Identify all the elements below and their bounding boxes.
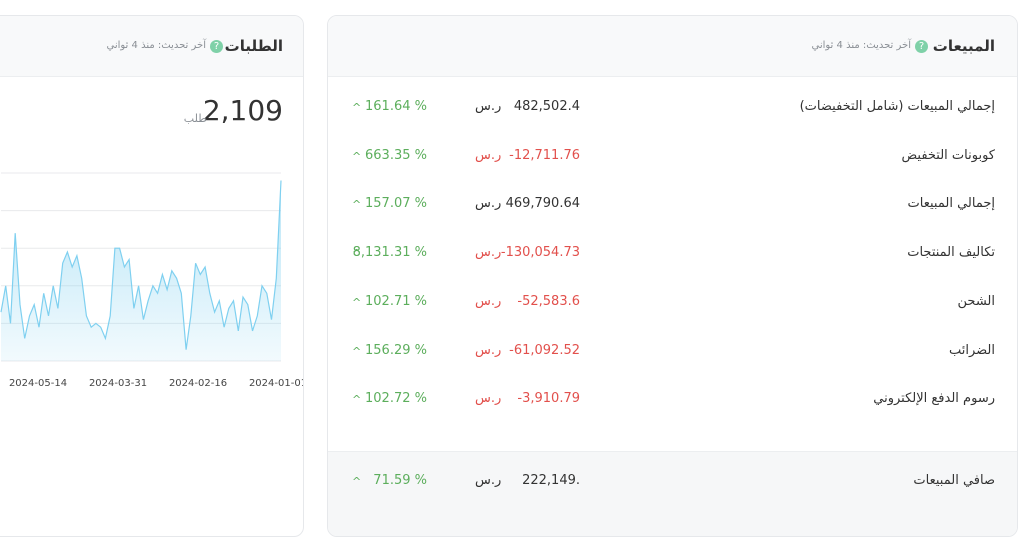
sales-card: المبيعات ? آخر تحديث: منذ 4 ثواني إجمالي… [327, 15, 1018, 537]
row-value: -12,711.76 [509, 147, 580, 163]
card-header: المبيعات ? آخر تحديث: منذ 4 ثواني [328, 16, 1017, 77]
row-value: 482,502.4 [513, 99, 580, 114]
row-change: 156.29 % [365, 342, 427, 358]
row-currency: ر.س [475, 99, 502, 114]
card-header: الطلبات ? آخر تحديث: منذ 4 ثواني [0, 16, 303, 77]
area [1, 180, 281, 361]
x-tick-label: 2024-03-31 [89, 378, 147, 389]
row-value: 469,790.64 [505, 196, 580, 212]
help-icon[interactable]: ? [210, 40, 223, 53]
orders-chart: 2024-05-14 2024-03-31 2024-02-16 2024-01-01 [0, 172, 303, 389]
up-arrow: ^ [352, 344, 362, 358]
row-value: -3,910.79 [517, 391, 580, 407]
up-arrow: ^ [352, 295, 362, 309]
row-change: 663.35 % [365, 147, 427, 163]
orders-unit: طلب [183, 112, 207, 125]
up-arrow: ^ [352, 198, 362, 212]
up-arrow: ^ [352, 149, 362, 163]
card-title: الطلبات [224, 37, 283, 55]
row-label: رسوم الدفع الإلكتروني [873, 391, 995, 407]
row-value: 222,149. [522, 473, 580, 488]
row-currency: ر.س [475, 473, 502, 488]
row-label: الشحن [957, 293, 995, 309]
row-change: 102.71 % [365, 293, 427, 309]
row-value: -52,583.6 [517, 293, 580, 309]
row-value: -61,092.52 [509, 342, 580, 358]
row-change: 71.59 % [373, 473, 427, 488]
row-value: -130,054.73 [500, 245, 580, 261]
row-label: تكاليف المنتجات [907, 245, 995, 261]
up-arrow: ^ [352, 101, 362, 114]
row-label: صافي المبيعات [913, 473, 995, 488]
x-tick-label: 2024-02-16 [169, 378, 227, 389]
card-title: المبيعات [932, 37, 995, 55]
row-currency: ر.س [475, 342, 502, 358]
row-label: الضرائب [948, 342, 995, 358]
orders-count: 2,109 [202, 94, 283, 127]
help-icon[interactable]: ? [915, 40, 928, 53]
up-arrow: ^ [352, 393, 362, 407]
row-currency: ر.س [475, 245, 502, 261]
row-change: 8,131.31 % [352, 245, 427, 261]
total-band [328, 451, 1017, 536]
row-label: إجمالي المبيعات (شامل التخفيضات) [799, 99, 995, 114]
up-arrow: ^ [352, 475, 362, 488]
row-change: 102.72 % [365, 391, 427, 407]
page: {"sales": {"title": "المبيعات", "updated… [0, 15, 1018, 537]
row-currency: ر.س [475, 293, 502, 309]
updated-text: آخر تحديث: منذ 4 ثواني [811, 40, 911, 51]
row-change: 157.07 % [365, 196, 427, 212]
x-tick-label: 2024-01-01 [249, 378, 303, 389]
x-tick-label: 2024-05-14 [9, 378, 67, 389]
row-label: إجمالي المبيعات [907, 196, 995, 212]
row-currency: ر.س [475, 391, 502, 407]
orders-card: الطلبات ? آخر تحديث: منذ 4 ثواني 2,109 ط… [0, 15, 304, 537]
row-currency: ر.س [475, 196, 502, 212]
row-currency: ر.س [475, 147, 502, 163]
row-label: كوبونات التخفيض [901, 147, 995, 163]
row-change: 161.64 % [365, 99, 427, 114]
updated-text: آخر تحديث: منذ 4 ثواني [106, 40, 206, 51]
line [0, 180, 282, 350]
up-arrow: ^ [352, 247, 362, 261]
